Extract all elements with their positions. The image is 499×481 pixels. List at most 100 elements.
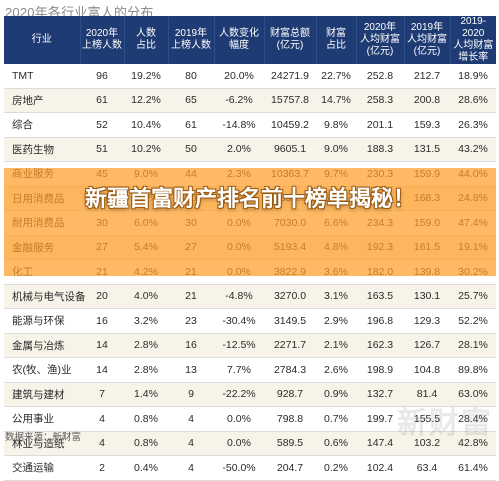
industry-cell: 建筑与建材 bbox=[4, 382, 80, 407]
table-cell: 252.8 bbox=[356, 64, 404, 89]
table-cell: 155.5 bbox=[404, 406, 450, 432]
table-cell: -14.8% bbox=[214, 112, 264, 138]
table-cell: 3270.0 bbox=[264, 284, 316, 309]
table-cell: 13 bbox=[168, 357, 214, 383]
table-cell: 130.1 bbox=[404, 284, 450, 309]
table-cell: 188.3 bbox=[356, 137, 404, 162]
column-header: 人数 占比 bbox=[124, 16, 169, 64]
table-cell: 89.8% bbox=[450, 357, 496, 383]
table-cell: 16 bbox=[168, 333, 214, 358]
table-cell: -4.8% bbox=[214, 284, 264, 309]
headline-banner bbox=[4, 168, 496, 276]
table-row: 综合 52 10.4% 61 -14.8% 10459.2 9.8% 201.1 159.3 26… bbox=[4, 112, 496, 138]
table-cell: 2.8% bbox=[124, 333, 168, 358]
table-cell: 2.0% bbox=[214, 137, 264, 162]
table-cell: 25.7% bbox=[450, 284, 496, 309]
table-cell: 43.2% bbox=[450, 137, 496, 162]
table-cell: -50.0% bbox=[214, 455, 264, 481]
table-cell: 20 bbox=[80, 284, 124, 309]
table-cell: 0.2% bbox=[316, 455, 356, 481]
table-cell: 0.6% bbox=[316, 431, 356, 456]
table-cell: 12.2% bbox=[124, 88, 168, 113]
table-cell: 104.8 bbox=[404, 357, 450, 383]
table-cell: 163.5 bbox=[356, 284, 404, 309]
table-row: 能源与环保 16 3.2% 23 -30.4% 3149.5 2.9% 196.8 129.3 5… bbox=[4, 308, 496, 334]
industry-cell: 公用事业 bbox=[4, 406, 80, 432]
table-row: 农(牧、渔)业 14 2.8% 13 7.7% 2784.3 2.6% 198.9 104.8 8… bbox=[4, 357, 496, 383]
table-row: 医药生物 51 10.2% 50 2.0% 9605.1 9.0% 188.3 131.5 43.… bbox=[4, 137, 496, 162]
table-cell: 24271.9 bbox=[264, 64, 316, 89]
table-cell: 61 bbox=[168, 112, 214, 138]
industry-cell: 交通运输 bbox=[4, 455, 80, 481]
table-cell: 50 bbox=[168, 137, 214, 162]
source-note: 数据来源：新财富 bbox=[5, 432, 82, 443]
table-cell: 51 bbox=[80, 137, 124, 162]
table-cell: 258.3 bbox=[356, 88, 404, 113]
industry-cell: 能源与环保 bbox=[4, 308, 80, 334]
table-cell: 2271.7 bbox=[264, 333, 316, 358]
table-row: 金属与冶炼 14 2.8% 16 -12.5% 2271.7 2.1% 162.3 126.7 2… bbox=[4, 333, 496, 358]
industry-cell: 金属与冶炼 bbox=[4, 333, 80, 358]
column-header: 行业 bbox=[4, 16, 81, 64]
table-cell: 0.7% bbox=[316, 406, 356, 432]
table-cell: 28.4% bbox=[450, 406, 496, 432]
column-header: 人数变化 幅度 bbox=[214, 16, 265, 64]
table-cell: 3.1% bbox=[316, 284, 356, 309]
table-header-row: 行业 2020年 上榜人数 人数 占比 2019年 上榜人数 人数变化 幅度 财富总额 (亿元) 财富… bbox=[4, 16, 496, 64]
column-header: 2019年 人均财富 (亿元) bbox=[404, 16, 451, 64]
table-cell: 10459.2 bbox=[264, 112, 316, 138]
table-cell: 9.0% bbox=[316, 137, 356, 162]
table-row: 公用事业 4 0.8% 4 0.0% 798.8 0.7% 199.7 155.5 28.4% bbox=[4, 406, 496, 432]
table-cell: 199.7 bbox=[356, 406, 404, 432]
industry-cell: TMT bbox=[4, 64, 80, 89]
industry-cell: 综合 bbox=[4, 112, 80, 138]
table-cell: 201.1 bbox=[356, 112, 404, 138]
table-cell: 63.0% bbox=[450, 382, 496, 407]
table-cell: 0.0% bbox=[214, 431, 264, 456]
table-cell: 2.6% bbox=[316, 357, 356, 383]
table-cell: -12.5% bbox=[214, 333, 264, 358]
table-cell: 14 bbox=[80, 357, 124, 383]
industry-cell: 机械与电气设备 bbox=[4, 284, 86, 309]
table-cell: 14.7% bbox=[316, 88, 356, 113]
table-cell: 4 bbox=[168, 406, 214, 432]
table-cell: 131.5 bbox=[404, 137, 450, 162]
table-cell: 96 bbox=[80, 64, 124, 89]
table-cell: 7 bbox=[80, 382, 124, 407]
table-cell: 4.0% bbox=[124, 284, 168, 309]
table-cell: 28.6% bbox=[450, 88, 496, 113]
table-cell: 162.3 bbox=[356, 333, 404, 358]
table-cell: 102.4 bbox=[356, 455, 404, 481]
watermark-logo: 新财富 bbox=[397, 406, 493, 441]
table-cell: 18.9% bbox=[450, 64, 496, 89]
table-cell: 159.3 bbox=[404, 112, 450, 138]
table-cell: 4 bbox=[168, 455, 214, 481]
table-cell: 81.4 bbox=[404, 382, 450, 407]
table-cell: 10.2% bbox=[124, 137, 168, 162]
table-cell: 4 bbox=[80, 406, 124, 432]
table-cell: 0.8% bbox=[124, 431, 168, 456]
industry-cell: 医药生物 bbox=[4, 137, 80, 162]
table-cell: 589.5 bbox=[264, 431, 316, 456]
table-cell: 928.7 bbox=[264, 382, 316, 407]
table-cell: 15757.8 bbox=[264, 88, 316, 113]
table-cell: 14 bbox=[80, 333, 124, 358]
column-header: 2020年 人均财富 (亿元) bbox=[356, 16, 405, 64]
table-cell: 3.2% bbox=[124, 308, 168, 334]
headline-text[interactable]: 新疆首富财产排名前十榜单揭秘！ bbox=[84, 186, 415, 211]
table-cell: 22.7% bbox=[316, 64, 356, 89]
table-cell: 2784.3 bbox=[264, 357, 316, 383]
table-cell: 196.8 bbox=[356, 308, 404, 334]
table-cell: 798.8 bbox=[264, 406, 316, 432]
table-cell: 0.0% bbox=[214, 406, 264, 432]
table-row: TMT 96 19.2% 80 20.0% 24271.9 22.7% 252.8 212.7 1… bbox=[4, 64, 496, 89]
table-cell: 2.9% bbox=[316, 308, 356, 334]
table-cell: 21 bbox=[168, 284, 214, 309]
table-cell: 7.7% bbox=[214, 357, 264, 383]
table-cell: 2.1% bbox=[316, 333, 356, 358]
table-cell: 26.3% bbox=[450, 112, 496, 138]
table-cell: 198.9 bbox=[356, 357, 404, 383]
column-header: 财富总额 (亿元) bbox=[264, 16, 317, 64]
table-cell: 52.2% bbox=[450, 308, 496, 334]
table-cell: 52 bbox=[80, 112, 124, 138]
